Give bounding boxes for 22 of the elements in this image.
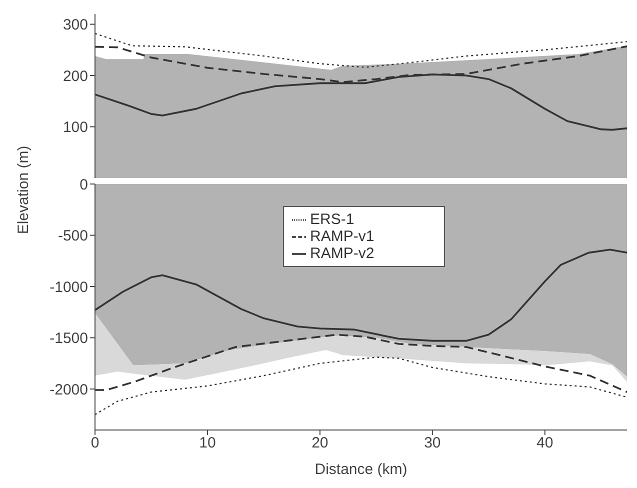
- legend-label: RAMP-v1: [310, 228, 374, 245]
- y-tick-label: 100: [62, 119, 88, 136]
- y-tick-label: 300: [62, 16, 88, 34]
- line-series: [95, 334, 627, 393]
- legend-label: ERS-1: [310, 211, 354, 228]
- y-tick-label: -1500: [50, 330, 88, 348]
- x-tick-label: 20: [312, 434, 328, 452]
- x-tick-label: 10: [199, 434, 216, 452]
- x-tick-label: 0: [90, 434, 100, 452]
- x-axis-title: Distance (km): [314, 461, 408, 478]
- legend-label: RAMP-v2: [310, 245, 374, 262]
- y-tick-label: -2000: [50, 381, 88, 398]
- y-tick-label: 0: [80, 176, 88, 194]
- y-tick-label: -1000: [50, 278, 88, 296]
- x-tick-label: 30: [424, 434, 441, 452]
- y-axis-title: Elevation (m): [15, 146, 32, 234]
- y-tick-label: 200: [62, 68, 88, 85]
- y-tick-label: -500: [58, 228, 88, 245]
- line-series: [95, 356, 627, 416]
- line-series: [95, 248, 627, 342]
- x-tick-label: 40: [536, 434, 554, 452]
- line-series: [95, 32, 627, 68]
